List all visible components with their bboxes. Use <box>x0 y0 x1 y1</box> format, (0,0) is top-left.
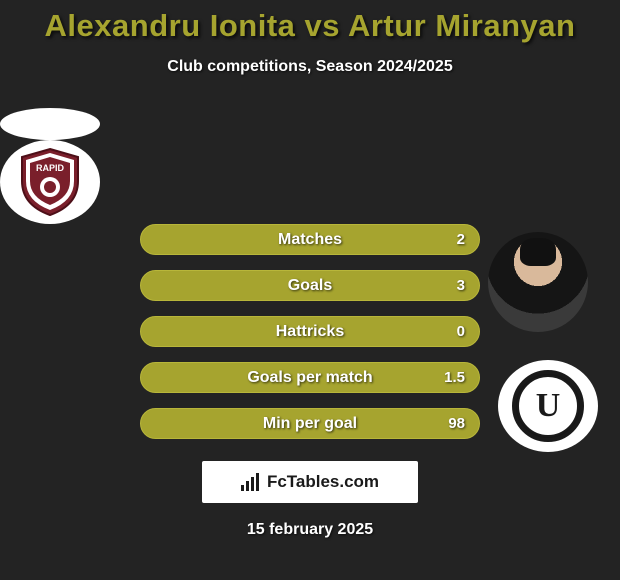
stat-row: Matches 2 <box>140 224 480 255</box>
stat-label: Matches <box>278 231 342 249</box>
stat-label: Hattricks <box>276 323 344 341</box>
comparison-date: 15 february 2025 <box>0 521 620 539</box>
brand-box: FcTables.com <box>202 461 418 503</box>
comparison-title: Alexandru Ionita vs Artur Miranyan <box>0 8 620 44</box>
bar-chart-icon <box>241 473 261 491</box>
stat-label: Min per goal <box>263 415 357 433</box>
player-left-avatar <box>0 108 100 140</box>
player-right-avatar <box>488 232 588 332</box>
club-left-badge: RAPID <box>0 140 100 224</box>
stat-value: 1.5 <box>444 369 465 386</box>
content-area: RAPID U Matches 2 Goals 3 Hattricks <box>0 108 620 539</box>
stats-list: Matches 2 Goals 3 Hattricks 0 Goals per … <box>140 224 480 439</box>
stat-row: Hattricks 0 <box>140 316 480 347</box>
svg-text:RAPID: RAPID <box>36 163 65 173</box>
stat-label: Goals per match <box>247 369 372 387</box>
brand-text: FcTables.com <box>267 472 379 492</box>
stat-value: 2 <box>457 231 465 248</box>
shield-icon: RAPID <box>18 147 82 217</box>
stat-value: 3 <box>457 277 465 294</box>
stat-row: Goals 3 <box>140 270 480 301</box>
club-ring-icon: U <box>512 370 584 442</box>
comparison-subtitle: Club competitions, Season 2024/2025 <box>0 58 620 76</box>
stat-row: Goals per match 1.5 <box>140 362 480 393</box>
club-right-badge: U <box>498 360 598 452</box>
stat-value: 0 <box>457 323 465 340</box>
stat-value: 98 <box>448 415 465 432</box>
stat-label: Goals <box>288 277 332 295</box>
stat-row: Min per goal 98 <box>140 408 480 439</box>
